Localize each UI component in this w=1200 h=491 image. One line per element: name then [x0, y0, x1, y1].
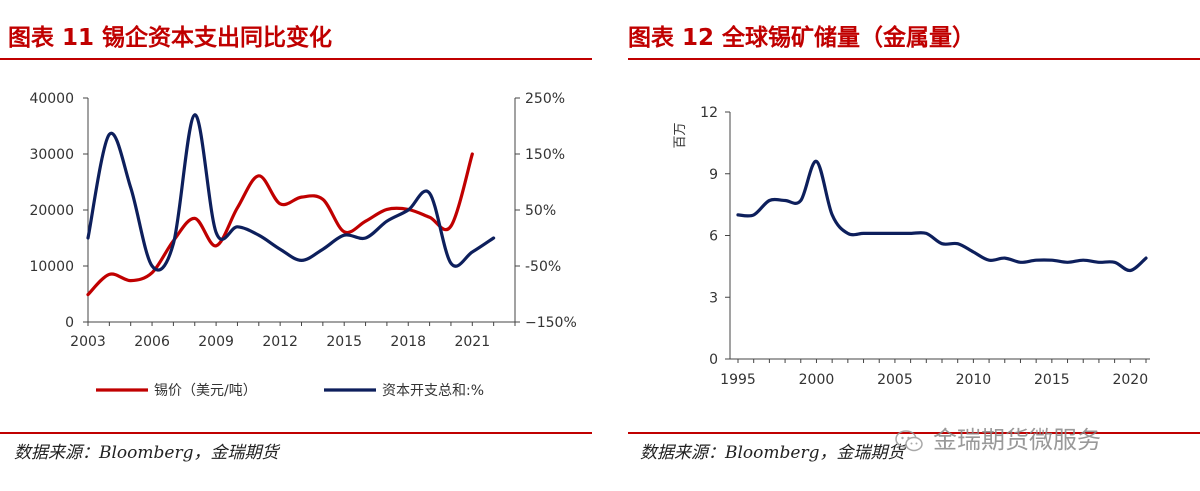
- x-tick-label: 2006: [134, 334, 170, 350]
- wechat-icon: [895, 430, 923, 452]
- x-tick-label: 2015: [1034, 372, 1070, 388]
- x-tick-label: 2005: [877, 372, 913, 388]
- title-rule: [0, 58, 592, 60]
- legend-label: 资本开支总和:%: [382, 383, 484, 399]
- y-tick-label: 10000: [29, 259, 74, 275]
- source-note: 数据来源：Bloomberg，金瑞期货: [640, 443, 905, 463]
- source-rule: [628, 432, 1200, 434]
- reserves-chart: 0 3 6 9 12 1995 2000 2005 2010 2015 2020 百万: [673, 105, 1150, 388]
- x-tick-label: 2020: [1112, 372, 1148, 388]
- figure-title: 图表 12 全球锡矿储量（金属量）: [628, 25, 976, 51]
- y-tick-label: 0: [65, 315, 74, 331]
- watermark: 金瑞期货微服务: [895, 420, 1101, 455]
- y-tick-label: 30000: [29, 147, 74, 163]
- legend-label: 锡价（美元/吨）: [154, 383, 257, 399]
- x-tick-label: 2012: [262, 334, 298, 350]
- y2-tick-label: −150%: [525, 315, 577, 331]
- capex-line: [86, 113, 496, 272]
- y-tick-label: 3: [709, 290, 718, 306]
- x-tick-label: 2021: [454, 334, 490, 350]
- figure-12-panel: 图表 12 全球锡矿储量（金属量） 0 3 6 9 12 1995 2000 2005 2010…: [620, 0, 1200, 491]
- y2-tick-label: 50%: [525, 203, 556, 219]
- y2-tick-label: -50%: [525, 259, 561, 275]
- y-tick-label: 0: [709, 352, 718, 368]
- y-tick-label: 6: [709, 229, 718, 245]
- reserves-line: [736, 159, 1148, 273]
- x-tick-label: 2000: [799, 372, 835, 388]
- x-tick-label: 2015: [326, 334, 362, 350]
- y-axis-label: 百万: [673, 122, 688, 148]
- y-tick-label: 40000: [29, 91, 74, 107]
- y-tick-label: 12: [700, 105, 718, 121]
- y2-tick-label: 150%: [525, 147, 565, 163]
- x-tick-label: 2010: [956, 372, 992, 388]
- x-tick-label: 2003: [70, 334, 106, 350]
- source-rule: [0, 432, 592, 434]
- x-tick-label: 2009: [198, 334, 234, 350]
- figure-title: 图表 11 锡企资本支出同比变化: [8, 25, 333, 51]
- capex-chart: 0 10000 20000 30000 40000 −150% -50% 50% 150% 250…: [29, 91, 577, 399]
- y-tick-label: 9: [709, 167, 718, 183]
- tin-price-line: [86, 152, 474, 297]
- y2-tick-label: 250%: [525, 91, 565, 107]
- y-tick-label: 20000: [29, 203, 74, 219]
- x-tick-label: 1995: [720, 372, 756, 388]
- figure-11-panel: 图表 11 锡企资本支出同比变化 0 10000 20000 30000 40000 −1…: [0, 25, 592, 463]
- source-note: 数据来源：Bloomberg，金瑞期货: [14, 443, 279, 463]
- watermark-text: 金瑞期货微服务: [933, 426, 1101, 454]
- title-rule: [628, 58, 1200, 60]
- x-tick-label: 2018: [390, 334, 426, 350]
